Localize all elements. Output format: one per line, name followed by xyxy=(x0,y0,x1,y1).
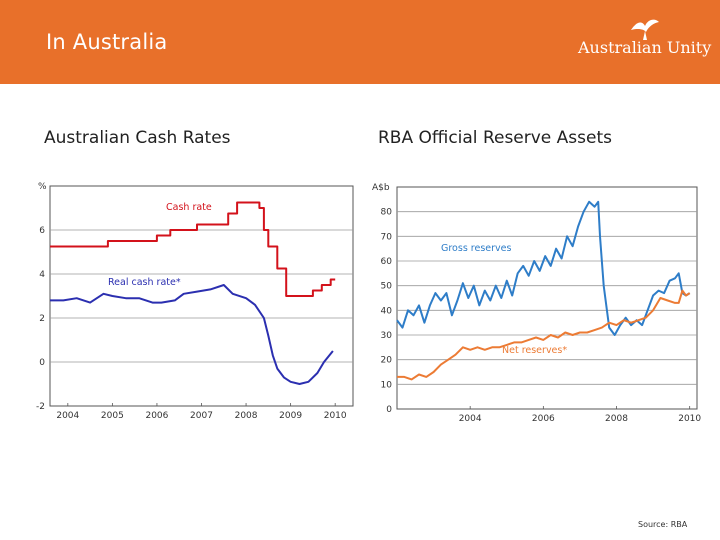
brand-wordmark: Australian Unity xyxy=(578,38,712,57)
y-tick-label: 0 xyxy=(39,358,45,368)
y-tick-label: 30 xyxy=(381,331,393,341)
series-annotation: Gross reserves xyxy=(441,243,511,254)
y-tick-label: 2 xyxy=(39,314,45,324)
y-tick-label: 50 xyxy=(381,282,393,292)
x-tick-label: 2005 xyxy=(101,411,124,421)
y-tick-label: -2 xyxy=(36,402,45,412)
series-line-2 xyxy=(397,289,691,381)
x-tick-label: 2009 xyxy=(279,411,302,421)
y-tick-label: 4 xyxy=(39,270,45,280)
reserve-assets-title: RBA Official Reserve Assets xyxy=(378,128,612,148)
x-tick-label: 2010 xyxy=(678,414,701,424)
slide-title: In Australia xyxy=(46,30,168,54)
x-tick-label: 2004 xyxy=(459,414,482,424)
y-tick-label: 70 xyxy=(381,232,393,242)
series-annotation: Real cash rate* xyxy=(108,277,181,288)
series-line-2 xyxy=(50,284,334,385)
y-unit-label: % xyxy=(38,182,47,192)
x-tick-label: 2006 xyxy=(145,411,168,421)
x-tick-label: 2008 xyxy=(235,411,258,421)
source-note: Source: RBA xyxy=(638,520,688,529)
y-tick-label: 10 xyxy=(381,380,393,390)
x-tick-label: 2006 xyxy=(532,414,555,424)
x-tick-label: 2010 xyxy=(324,411,347,421)
y-tick-label: 0 xyxy=(386,405,392,415)
cash-rates-title: Australian Cash Rates xyxy=(44,128,231,148)
y-tick-label: 20 xyxy=(381,356,393,366)
y-tick-label: 60 xyxy=(381,257,393,267)
y-unit-label: A$b xyxy=(372,183,390,193)
series-annotation: Cash rate xyxy=(166,202,212,213)
x-tick-label: 2004 xyxy=(56,411,79,421)
x-tick-label: 2007 xyxy=(190,411,213,421)
header-bar: In Australia Australian Unity xyxy=(0,0,720,84)
series-annotation: Net reserves* xyxy=(502,345,567,356)
y-tick-label: 40 xyxy=(381,306,393,316)
series-line-1 xyxy=(396,200,691,336)
y-tick-label: 80 xyxy=(381,208,393,218)
y-tick-label: 6 xyxy=(39,226,45,236)
series-line-1 xyxy=(50,201,336,297)
x-tick-label: 2008 xyxy=(605,414,628,424)
bird-logo-icon xyxy=(631,19,659,40)
brand-logo: Australian Unity xyxy=(578,16,718,68)
